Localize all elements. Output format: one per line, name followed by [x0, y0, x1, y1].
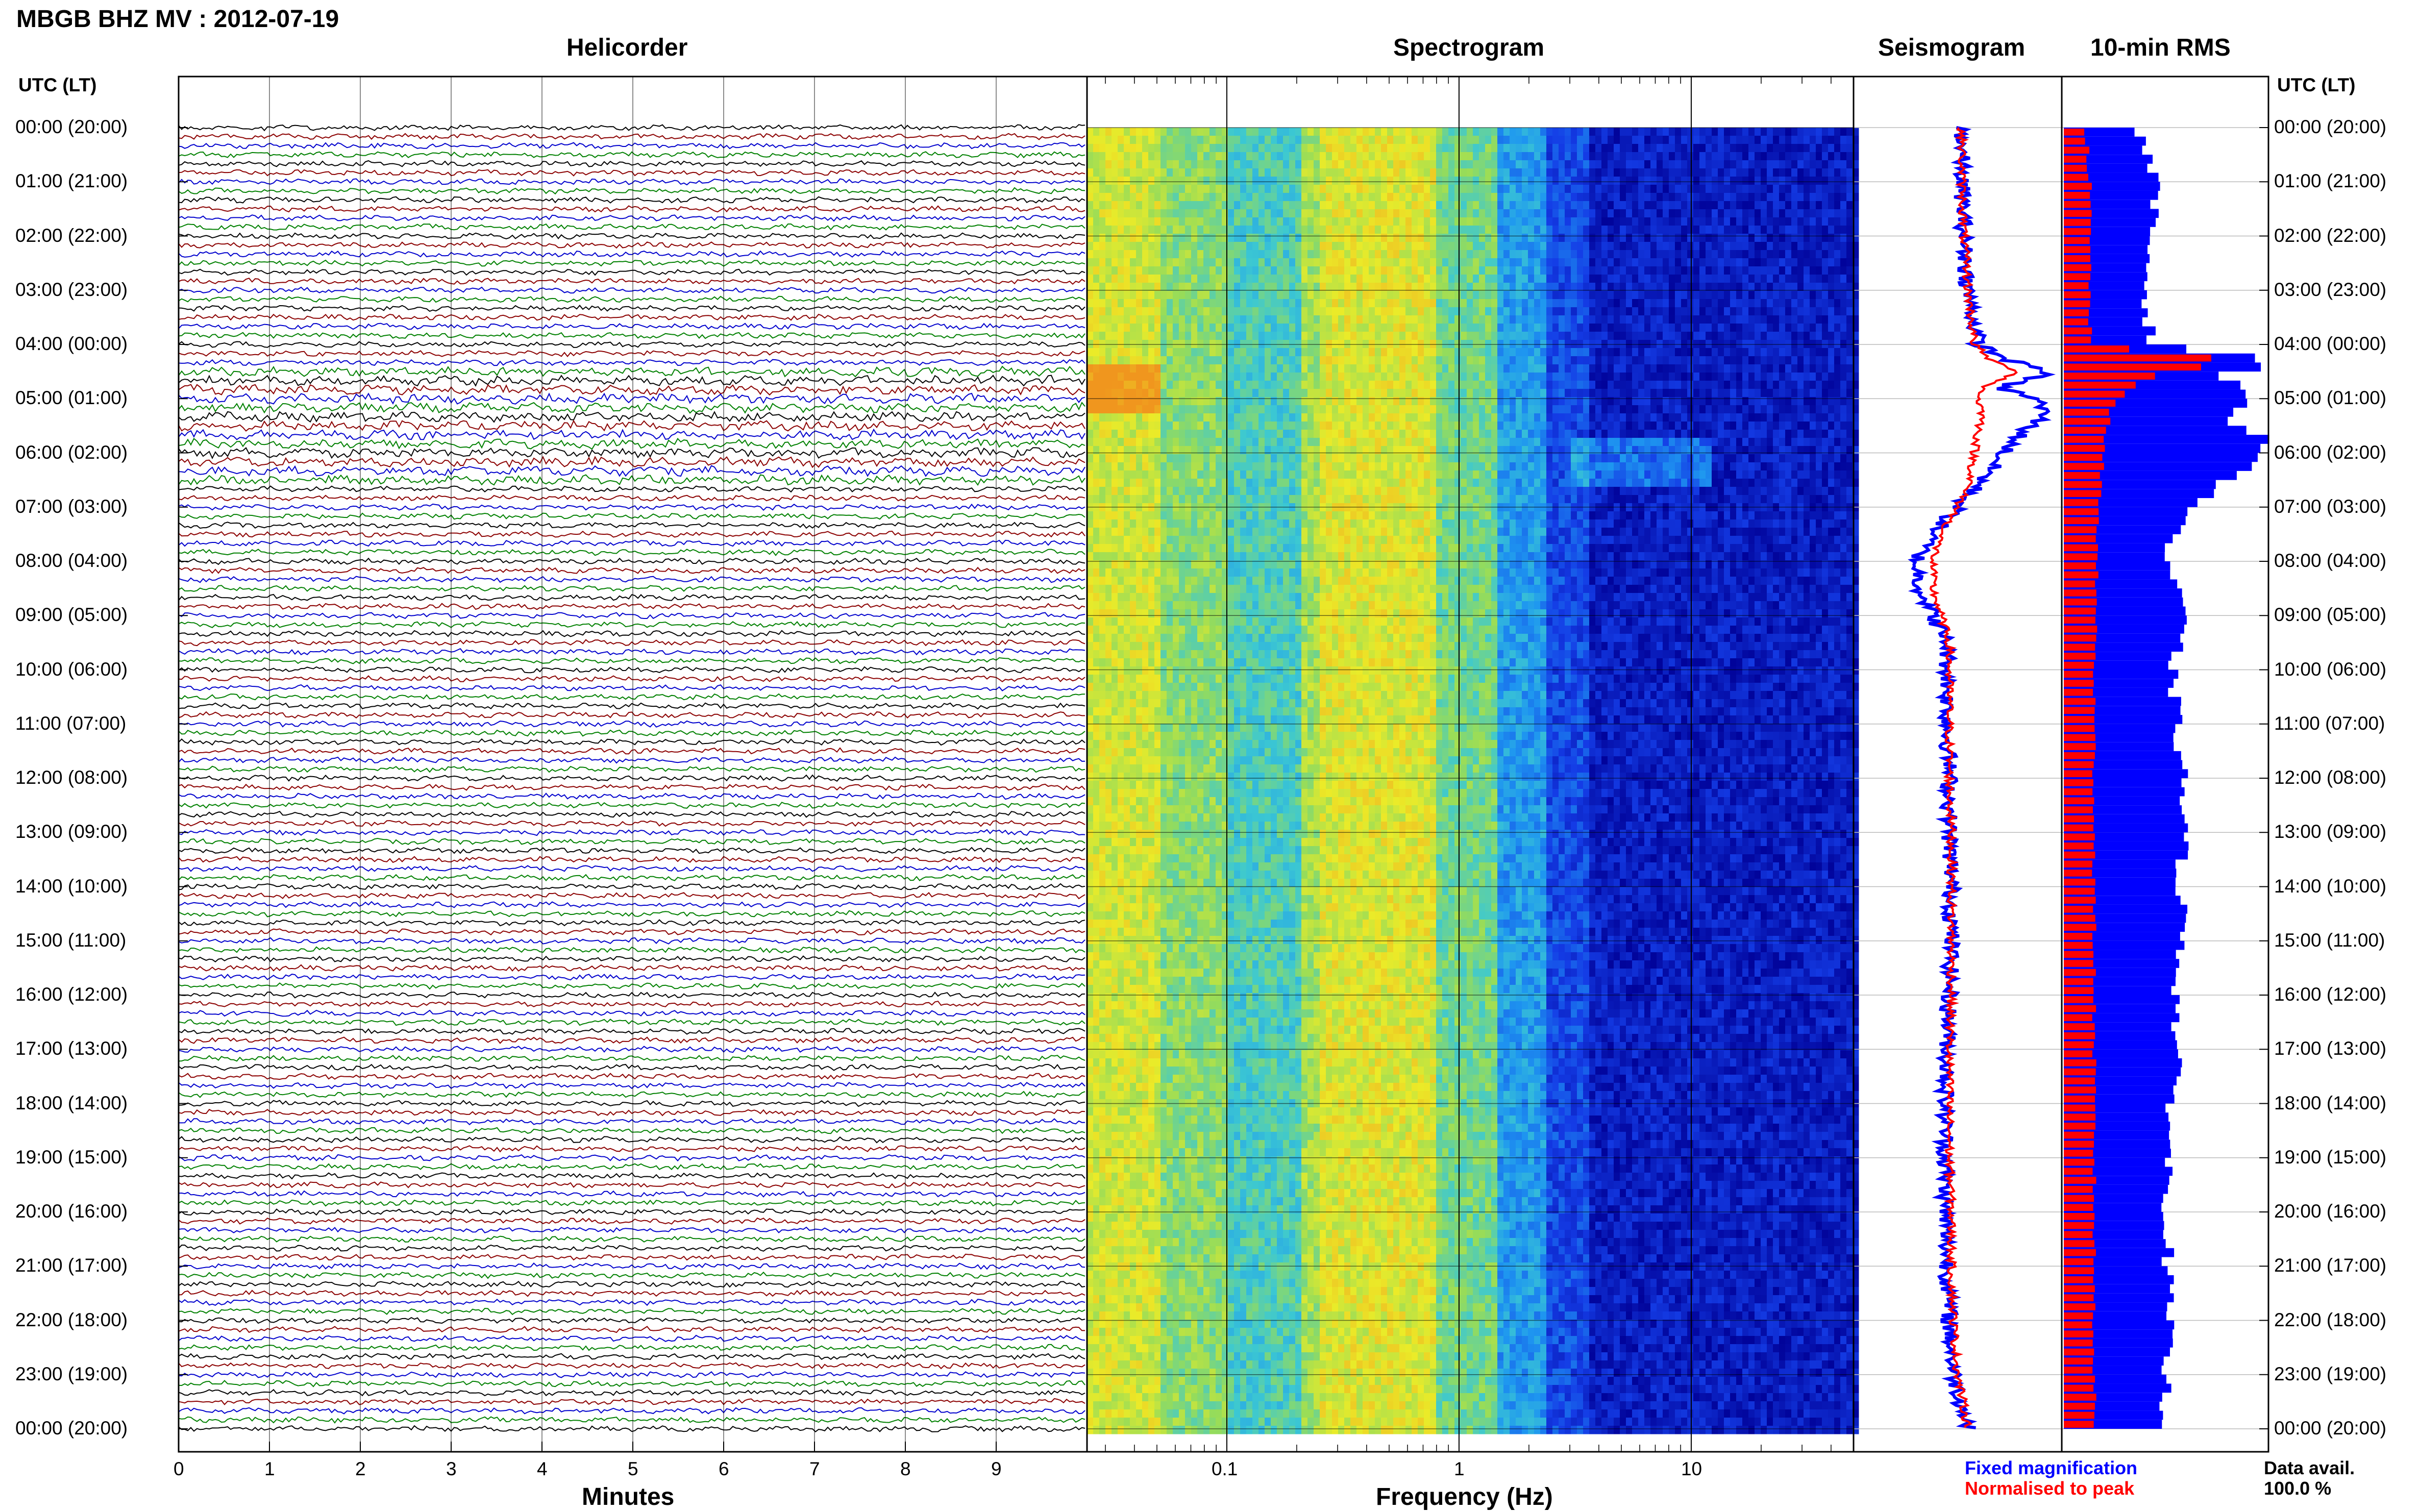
helicorder-x-tick: 3 — [446, 1458, 457, 1480]
chart-canvas — [0, 0, 2419, 1512]
spectrogram-x-label: Frequency (Hz) — [1376, 1483, 1553, 1511]
helicorder-x-tick: 4 — [537, 1458, 548, 1480]
helicorder-x-tick: 6 — [719, 1458, 729, 1480]
helicorder-x-tick: 0 — [174, 1458, 184, 1480]
helicorder-x-tick: 1 — [264, 1458, 275, 1480]
helicorder-x-tick: 2 — [355, 1458, 366, 1480]
legend-normalised: Normalised to peak — [1965, 1478, 2134, 1499]
helicorder-x-label: Minutes — [582, 1483, 674, 1511]
helicorder-x-tick: 8 — [900, 1458, 911, 1480]
spectrogram-x-tick: 1 — [1454, 1458, 1465, 1480]
data-avail-label: Data avail. — [2264, 1457, 2355, 1479]
helicorder-traces — [179, 125, 1085, 1432]
seismogram-frame — [1854, 77, 2062, 1452]
spectrogram-heatmap — [1087, 128, 1859, 1434]
helicorder-x-tick: 7 — [809, 1458, 820, 1480]
spectrogram-x-tick: 0.1 — [1212, 1458, 1238, 1480]
helicorder-x-tick: 9 — [991, 1458, 1002, 1480]
spectrogram-x-tick: 10 — [1681, 1458, 1702, 1480]
seismogram-fixed-trace — [1912, 128, 2050, 1428]
legend-fixed: Fixed magnification — [1965, 1457, 2137, 1479]
data-avail-value: 100.0 % — [2264, 1478, 2331, 1499]
helicorder-x-tick: 5 — [628, 1458, 638, 1480]
